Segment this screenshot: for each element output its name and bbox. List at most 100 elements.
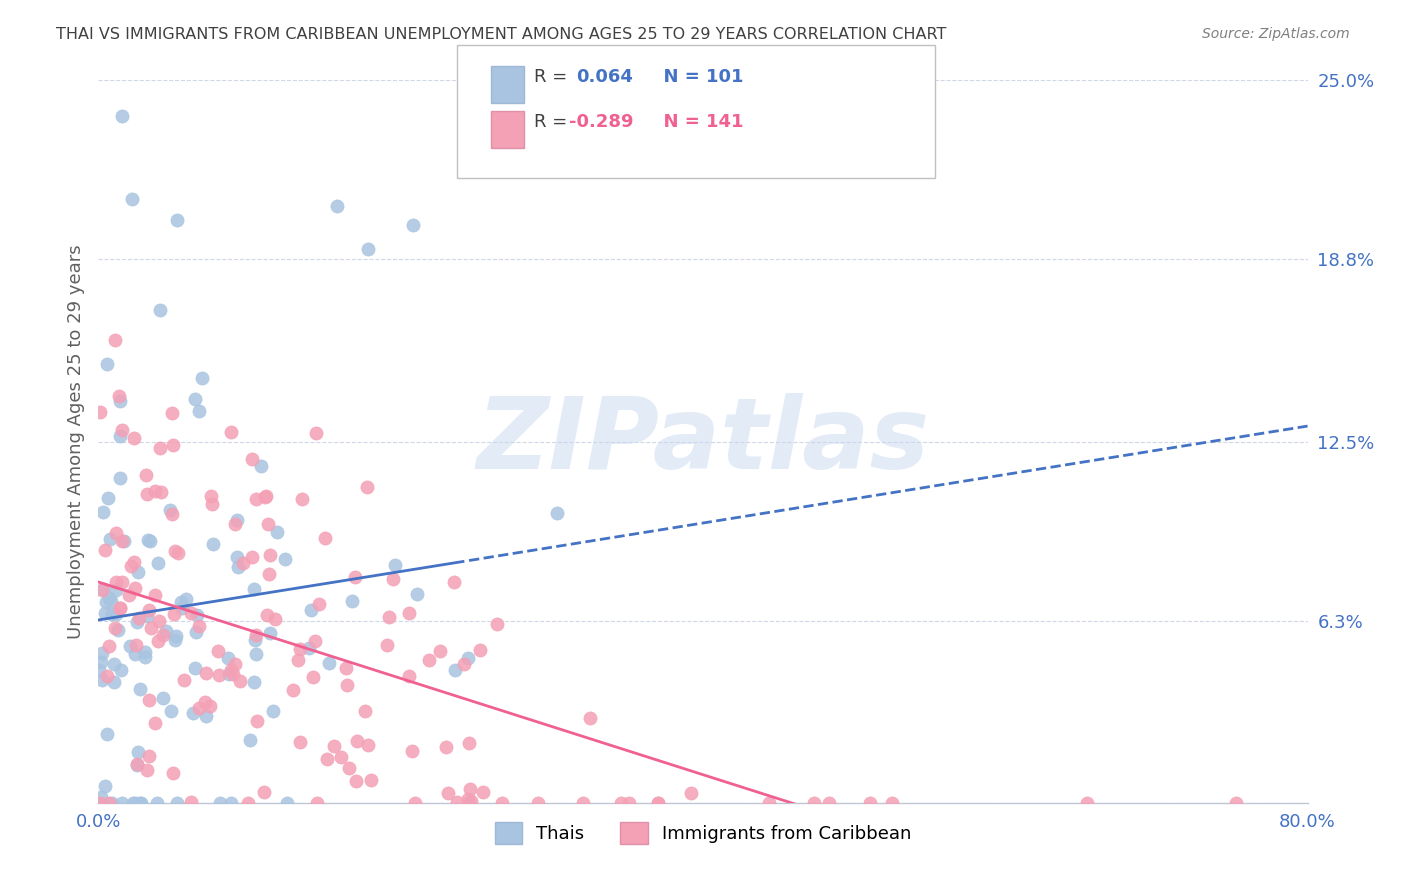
Point bbox=[406, 587, 429, 601]
Point bbox=[194, 695, 217, 709]
Point bbox=[194, 709, 217, 723]
Point bbox=[240, 451, 263, 466]
Point bbox=[129, 796, 152, 810]
Text: -0.289: -0.289 bbox=[569, 112, 634, 130]
Point bbox=[647, 796, 669, 810]
Point bbox=[245, 647, 267, 661]
Point bbox=[118, 588, 141, 602]
Point bbox=[253, 490, 276, 504]
Point bbox=[378, 610, 401, 624]
Point bbox=[281, 683, 304, 698]
Point bbox=[239, 732, 262, 747]
Point bbox=[111, 109, 134, 123]
Point bbox=[444, 663, 467, 677]
Point bbox=[262, 705, 284, 719]
Point bbox=[301, 669, 323, 683]
Point bbox=[143, 588, 166, 602]
Text: R =: R = bbox=[534, 112, 574, 130]
Point bbox=[93, 582, 115, 596]
Point bbox=[443, 574, 465, 589]
Point bbox=[159, 503, 181, 517]
Point bbox=[108, 428, 131, 442]
Point bbox=[398, 668, 420, 682]
Point bbox=[165, 544, 187, 558]
Point bbox=[344, 570, 367, 584]
Point bbox=[159, 704, 181, 718]
Point bbox=[124, 581, 146, 595]
Point bbox=[207, 644, 229, 658]
Point bbox=[184, 661, 207, 675]
Point bbox=[243, 582, 266, 596]
Point bbox=[98, 796, 121, 810]
Point bbox=[245, 628, 267, 642]
Point bbox=[108, 394, 131, 409]
Text: ZIPatlas: ZIPatlas bbox=[477, 393, 929, 490]
Point bbox=[97, 639, 120, 653]
Point bbox=[201, 497, 224, 511]
Point bbox=[100, 533, 122, 547]
Point bbox=[94, 543, 117, 558]
Point bbox=[127, 745, 149, 759]
Point bbox=[243, 632, 266, 647]
Point bbox=[87, 663, 110, 677]
Point bbox=[184, 392, 207, 407]
Point bbox=[183, 706, 205, 720]
Point bbox=[125, 638, 148, 652]
Point bbox=[375, 638, 398, 652]
Point bbox=[124, 648, 146, 662]
Point bbox=[290, 735, 312, 749]
Point bbox=[219, 796, 242, 810]
Point bbox=[304, 425, 326, 440]
Point bbox=[356, 480, 378, 494]
Point bbox=[162, 766, 184, 780]
Point bbox=[172, 600, 194, 615]
Point bbox=[218, 666, 240, 681]
Point bbox=[198, 698, 221, 713]
Point bbox=[610, 796, 633, 810]
Point bbox=[276, 796, 298, 810]
Point bbox=[112, 534, 135, 549]
Point bbox=[217, 651, 239, 665]
Point bbox=[288, 642, 311, 657]
Point bbox=[138, 603, 160, 617]
Point bbox=[527, 796, 550, 810]
Point bbox=[446, 796, 468, 810]
Point bbox=[91, 505, 114, 519]
Point bbox=[434, 739, 457, 754]
Point bbox=[135, 608, 157, 623]
Point bbox=[357, 243, 380, 257]
Point bbox=[124, 796, 146, 810]
Point bbox=[232, 557, 254, 571]
Point bbox=[94, 595, 117, 609]
Point bbox=[468, 642, 491, 657]
Point bbox=[150, 484, 173, 499]
Text: THAI VS IMMIGRANTS FROM CARIBBEAN UNEMPLOYMENT AMONG AGES 25 TO 29 YEARS CORRELA: THAI VS IMMIGRANTS FROM CARIBBEAN UNEMPL… bbox=[56, 27, 946, 42]
Point bbox=[458, 796, 481, 810]
Point bbox=[457, 651, 479, 665]
Point bbox=[155, 624, 177, 639]
Point bbox=[224, 516, 246, 531]
Point bbox=[120, 640, 142, 654]
Point bbox=[108, 601, 131, 615]
Point bbox=[122, 555, 145, 569]
Point bbox=[135, 467, 157, 482]
Point bbox=[491, 796, 513, 810]
Point bbox=[160, 508, 183, 522]
Point bbox=[257, 516, 280, 531]
Point bbox=[299, 603, 322, 617]
Point bbox=[803, 796, 825, 810]
Point bbox=[165, 629, 187, 643]
Point bbox=[122, 796, 145, 810]
Point bbox=[859, 796, 882, 810]
Point bbox=[134, 650, 156, 665]
Point bbox=[111, 423, 134, 437]
Point bbox=[134, 645, 156, 659]
Point bbox=[94, 779, 117, 793]
Point bbox=[209, 796, 232, 810]
Point bbox=[111, 796, 134, 810]
Point bbox=[298, 641, 321, 656]
Point bbox=[253, 784, 276, 798]
Point bbox=[287, 653, 309, 667]
Point bbox=[146, 796, 169, 810]
Point bbox=[398, 607, 420, 621]
